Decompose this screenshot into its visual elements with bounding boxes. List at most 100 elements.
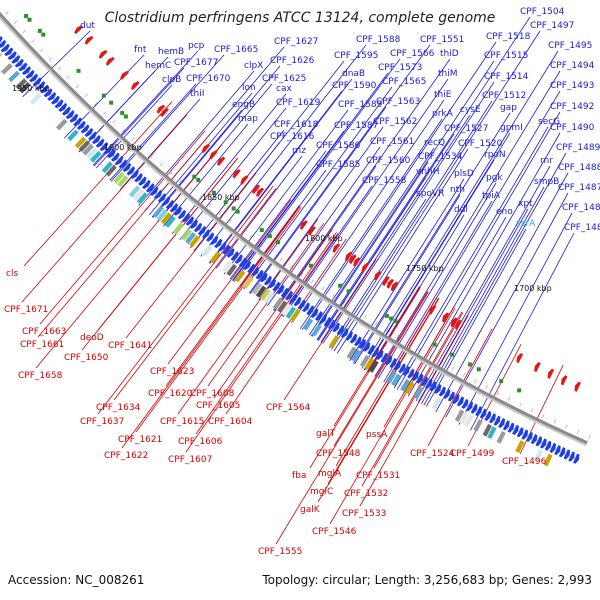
forward-gene-label: dut [80, 21, 95, 31]
forward-gene-arrow [502, 420, 510, 431]
forward-gene-arrow [498, 417, 506, 429]
reverse-gene-label: cls [6, 269, 18, 279]
reverse-gene-arrow [299, 220, 308, 230]
forward-gene-arrow [149, 186, 159, 196]
reverse-gene-arrow [156, 104, 166, 114]
reverse-gene-arrow [232, 169, 241, 179]
leader-line [39, 130, 206, 325]
reverse-gene-label: CPF_1531 [356, 471, 400, 481]
reverse-gene-arrow [98, 50, 108, 59]
leader-line [393, 126, 549, 389]
feature-tile [251, 282, 263, 295]
rna-marker [276, 240, 281, 245]
forward-gene-label: CPF_1488 [558, 163, 600, 173]
forward-gene-arrow [58, 102, 68, 112]
feature-tile [285, 306, 297, 319]
scale-tick [131, 137, 135, 141]
leader-line [333, 286, 420, 427]
forward-gene-arrow [434, 383, 442, 394]
forward-gene-arrow [95, 138, 105, 148]
leader-line [35, 144, 223, 369]
forward-gene-arrow [416, 373, 424, 384]
feature-tile [289, 309, 301, 322]
forward-gene-arrow [18, 62, 28, 72]
scale-tick [530, 408, 534, 413]
scale-tick [249, 234, 252, 239]
feature-tile [201, 244, 213, 258]
leader-line [311, 161, 429, 337]
feature-tile [386, 371, 397, 384]
forward-gene-label: CPF_1565 [382, 77, 426, 87]
feature-tile [226, 263, 238, 277]
leader-line [207, 223, 325, 387]
forward-gene-label: thiM [438, 69, 458, 79]
leader-line [249, 44, 431, 294]
reverse-gene-label: CPF_1658 [18, 371, 63, 381]
leader-line [283, 258, 377, 401]
forward-gene-arrow [169, 203, 179, 213]
forward-gene-label: eno [496, 207, 513, 217]
feature-tile [86, 147, 98, 160]
scale-label: 1950 kbp [12, 84, 50, 93]
scale-tick [112, 120, 116, 124]
scale-label: 1800 kbp [305, 234, 343, 243]
scale-tick [159, 162, 163, 167]
forward-gene-label: CPF_1588 [356, 35, 401, 45]
forward-gene-label: CPF_1490 [550, 123, 595, 133]
forward-gene-label: rnz [292, 146, 306, 156]
scale-tick [13, 20, 18, 24]
forward-gene-arrow [362, 341, 371, 352]
reverse-gene-label: deoD [80, 333, 104, 343]
forward-gene-label: hemC [145, 61, 171, 71]
leader-line [229, 150, 327, 280]
forward-gene-label: CPF_1626 [270, 56, 315, 66]
rna-marker [432, 342, 437, 347]
forward-gene-arrow [130, 169, 139, 179]
forward-gene-label: CPF_1551 [420, 35, 464, 45]
forward-gene-arrow [280, 287, 289, 298]
forward-gene-arrow [488, 413, 496, 424]
reverse-gene-label: CPF_1604 [208, 417, 253, 427]
reverse-gene-arrow [441, 312, 450, 323]
reverse-gene-label: CPF_1608 [190, 389, 235, 399]
reverse-gene-label: CPF_1606 [178, 437, 223, 447]
reverse-gene-arrow [429, 304, 437, 315]
reverse-gene-label: CPF_1622 [104, 451, 148, 461]
forward-gene-label: prkA [432, 109, 454, 119]
forward-gene-arrow [118, 159, 128, 169]
leader-line [179, 107, 287, 240]
leader-line [320, 114, 471, 343]
forward-gene-label: pcp [188, 41, 205, 51]
feature-tile [8, 70, 20, 83]
feature-tile [181, 228, 192, 241]
scale-tick [84, 93, 88, 98]
rna-marker [37, 28, 42, 33]
reverse-gene-label: CPF_1641 [108, 341, 152, 351]
leader-line [423, 152, 567, 406]
feature-tile [101, 161, 113, 174]
forward-gene-arrow [349, 333, 358, 344]
scale-tick [93, 102, 98, 106]
forward-gene-label: clpB [162, 75, 181, 85]
scale-tick [300, 272, 304, 276]
forward-gene-label: secG [538, 117, 560, 127]
forward-gene-arrow [142, 179, 151, 190]
leader-line [97, 185, 274, 415]
scale-tick [542, 413, 545, 418]
reverse-gene-label: CPF_1634 [96, 403, 141, 413]
reverse-gene-label: CPF_1661 [20, 340, 64, 350]
feature-tile [391, 373, 402, 387]
leader-line [282, 78, 449, 318]
forward-gene-label: cax [276, 84, 292, 94]
feature-tile [189, 235, 201, 248]
reverse-gene-label: CPF_1615 [160, 417, 204, 427]
feature-tile [164, 215, 176, 228]
forward-gene-label: ssrA [516, 219, 536, 229]
feature-tile [534, 449, 544, 462]
feature-layer [0, 14, 581, 467]
forward-gene-arrow [475, 406, 483, 417]
scale-labels: 1950 kbp 1900 kbp 1850 kbp 1800 kbp 1750 kbp… [12, 84, 552, 293]
forward-gene-label: xpt [518, 199, 533, 209]
feature-tile [259, 288, 271, 301]
forward-gene-label: lon [242, 83, 256, 93]
